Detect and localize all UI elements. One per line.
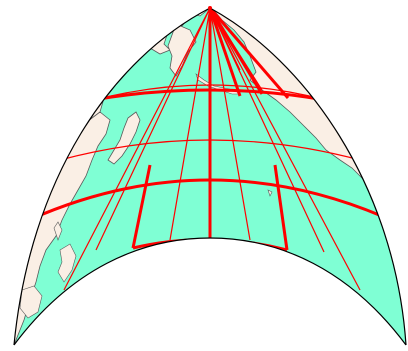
map-frame-bottom xyxy=(13,237,407,346)
land-kamchatka xyxy=(167,23,197,77)
land-indonesia xyxy=(19,285,43,319)
map-frame xyxy=(13,7,407,346)
land-hawaii xyxy=(267,189,273,197)
land-japan xyxy=(107,111,141,165)
land-philippines xyxy=(57,243,77,283)
pole-point xyxy=(208,6,212,10)
land-taiwan xyxy=(53,221,63,241)
